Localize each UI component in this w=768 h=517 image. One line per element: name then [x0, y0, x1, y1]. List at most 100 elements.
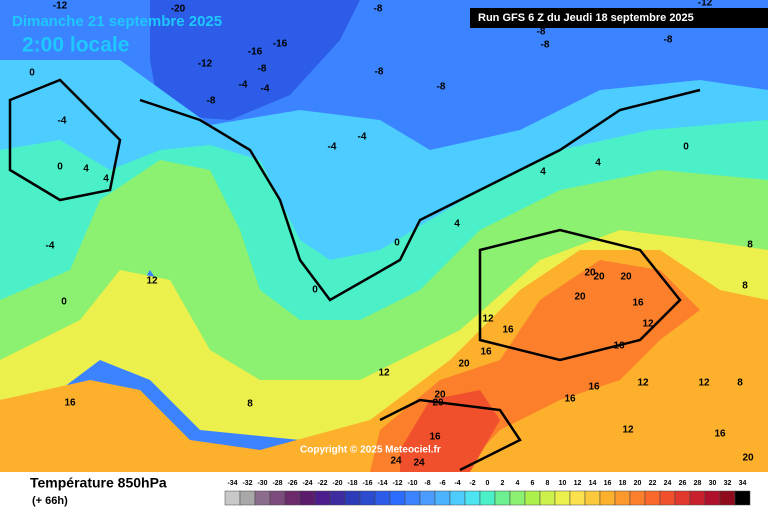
isotherm-label: 16 [632, 298, 644, 309]
scale-tick-label: 32 [724, 480, 732, 487]
isotherm-label: 16 [429, 432, 441, 443]
isotherm-label: -8 [664, 35, 673, 46]
isotherm-label: 4 [83, 164, 89, 175]
scale-swatch [659, 490, 676, 506]
scale-swatch [704, 490, 721, 506]
scale-swatch [614, 490, 631, 506]
scale-tick-label: 10 [559, 480, 567, 487]
scale-swatch [494, 490, 511, 506]
scale-tick-label: 26 [679, 480, 687, 487]
scale-swatch [554, 490, 571, 506]
scale-tick-label: -32 [242, 480, 252, 487]
scale-swatch [644, 490, 661, 506]
isotherm-label: 4 [103, 174, 109, 185]
scale-swatch [434, 490, 451, 506]
isotherm-label: 16 [480, 347, 492, 358]
isotherm-label: 8 [247, 399, 253, 410]
isotherm-label: 0 [61, 297, 67, 308]
scale-tick-label: -14 [377, 480, 387, 487]
scale-tick-label: 20 [634, 480, 642, 487]
isotherm-label: 8 [747, 240, 753, 251]
scale-tick-label: -8 [424, 480, 430, 487]
isotherm-label: -8 [258, 64, 267, 75]
isotherm-label: -4 [358, 132, 367, 143]
isotherm-label: 0 [29, 68, 35, 79]
scale-tick-label: -34 [227, 480, 237, 487]
isotherm-label: 8 [742, 281, 748, 292]
color-scale: -34 -32 -30 -28 -26 -24 -22 -20 -18 -16 -14 -12 -10-… [224, 480, 751, 506]
isotherm-label: 20 [434, 390, 446, 401]
scale-tick-label: 18 [619, 480, 627, 487]
scale-tick-label: 34 [739, 480, 747, 487]
footer-lead: (+ 66h) [32, 495, 68, 507]
date-title: Dimanche 21 septembre 2025 [12, 13, 222, 30]
scale-tick-label: -4 [454, 480, 460, 487]
scale-tick-label: -2 [469, 480, 475, 487]
isotherm-label: 16 [613, 341, 625, 352]
isotherm-label: -16 [248, 47, 263, 58]
scale-tick-label: -22 [317, 480, 327, 487]
scale-swatch [734, 490, 751, 506]
scale-swatch [344, 490, 361, 506]
scale-swatch [449, 490, 466, 506]
scale-swatch [254, 490, 271, 506]
scale-tick-label: 2 [501, 480, 505, 487]
isotherm-label: 24 [390, 456, 402, 467]
scale-swatch [359, 490, 376, 506]
scale-swatch [689, 490, 706, 506]
isotherm-label: 12 [642, 319, 654, 330]
isotherm-label: -4 [328, 142, 337, 153]
scale-tick-label: 28 [694, 480, 702, 487]
isotherm-label: 20 [458, 359, 470, 370]
scale-tick-label: 22 [649, 480, 657, 487]
scale-tick-label: -24 [302, 480, 312, 487]
isotherm-label: 0 [683, 142, 689, 153]
isotherm-label: 0 [57, 162, 63, 173]
isotherm-label: 12 [146, 276, 158, 287]
scale-swatch [599, 490, 616, 506]
isotherm-label: 20 [742, 453, 754, 464]
run-text: Run GFS 6 Z du Jeudi 18 septembre 2025 [478, 12, 694, 24]
isotherm-label: 20 [593, 272, 605, 283]
scale-tick-label: -18 [347, 480, 357, 487]
scale-swatch [464, 490, 481, 506]
scale-swatch [479, 490, 496, 506]
isotherm-label: 20 [574, 292, 586, 303]
scale-swatch [584, 490, 601, 506]
isotherm-label: -4 [46, 241, 55, 252]
isotherm-label: 16 [714, 429, 726, 440]
scale-swatch [389, 490, 406, 506]
isotherm-label: -8 [375, 67, 384, 78]
isotherm-label: 4 [540, 167, 546, 178]
isotherm-labels: -12 -20 -8 -12 -16 -16 -8 -4 -4 -8 -8 -8 -8 -8 -8 -12 0 -… [29, 0, 754, 469]
scale-swatch [224, 490, 241, 506]
copyright: Copyright © 2025 Meteociel.fr [300, 445, 441, 456]
isotherm-label: 4 [595, 158, 601, 169]
scale-tick-label: 4 [516, 480, 520, 487]
isotherm-label: 0 [312, 285, 318, 296]
scale-tick-label: -26 [287, 480, 297, 487]
scale-tick-label: -16 [362, 480, 372, 487]
isotherm-label: 24 [413, 458, 425, 469]
map-background [0, 0, 768, 472]
scale-swatch [569, 490, 586, 506]
isotherm-label: 0 [394, 238, 400, 249]
scale-tick-label: -10 [407, 480, 417, 487]
scale-swatch [239, 490, 256, 506]
isotherm-label: 16 [64, 398, 76, 409]
scale-swatch [329, 490, 346, 506]
scale-swatch [539, 490, 556, 506]
footer-title: Température 850hPa [30, 475, 167, 491]
isotherm-label: -4 [239, 80, 248, 91]
isotherm-label: -12 [698, 0, 713, 9]
scale-tick-label: 8 [546, 480, 550, 487]
scale-tick-label: -6 [439, 480, 445, 487]
scale-swatch [269, 490, 286, 506]
isotherm-label: -4 [58, 116, 67, 127]
scale-swatch [419, 490, 436, 506]
scale-swatch [284, 490, 301, 506]
scale-swatch [629, 490, 646, 506]
isotherm-label: 12 [622, 425, 634, 436]
scale-swatch [374, 490, 391, 506]
isotherm-label: 12 [378, 368, 390, 379]
